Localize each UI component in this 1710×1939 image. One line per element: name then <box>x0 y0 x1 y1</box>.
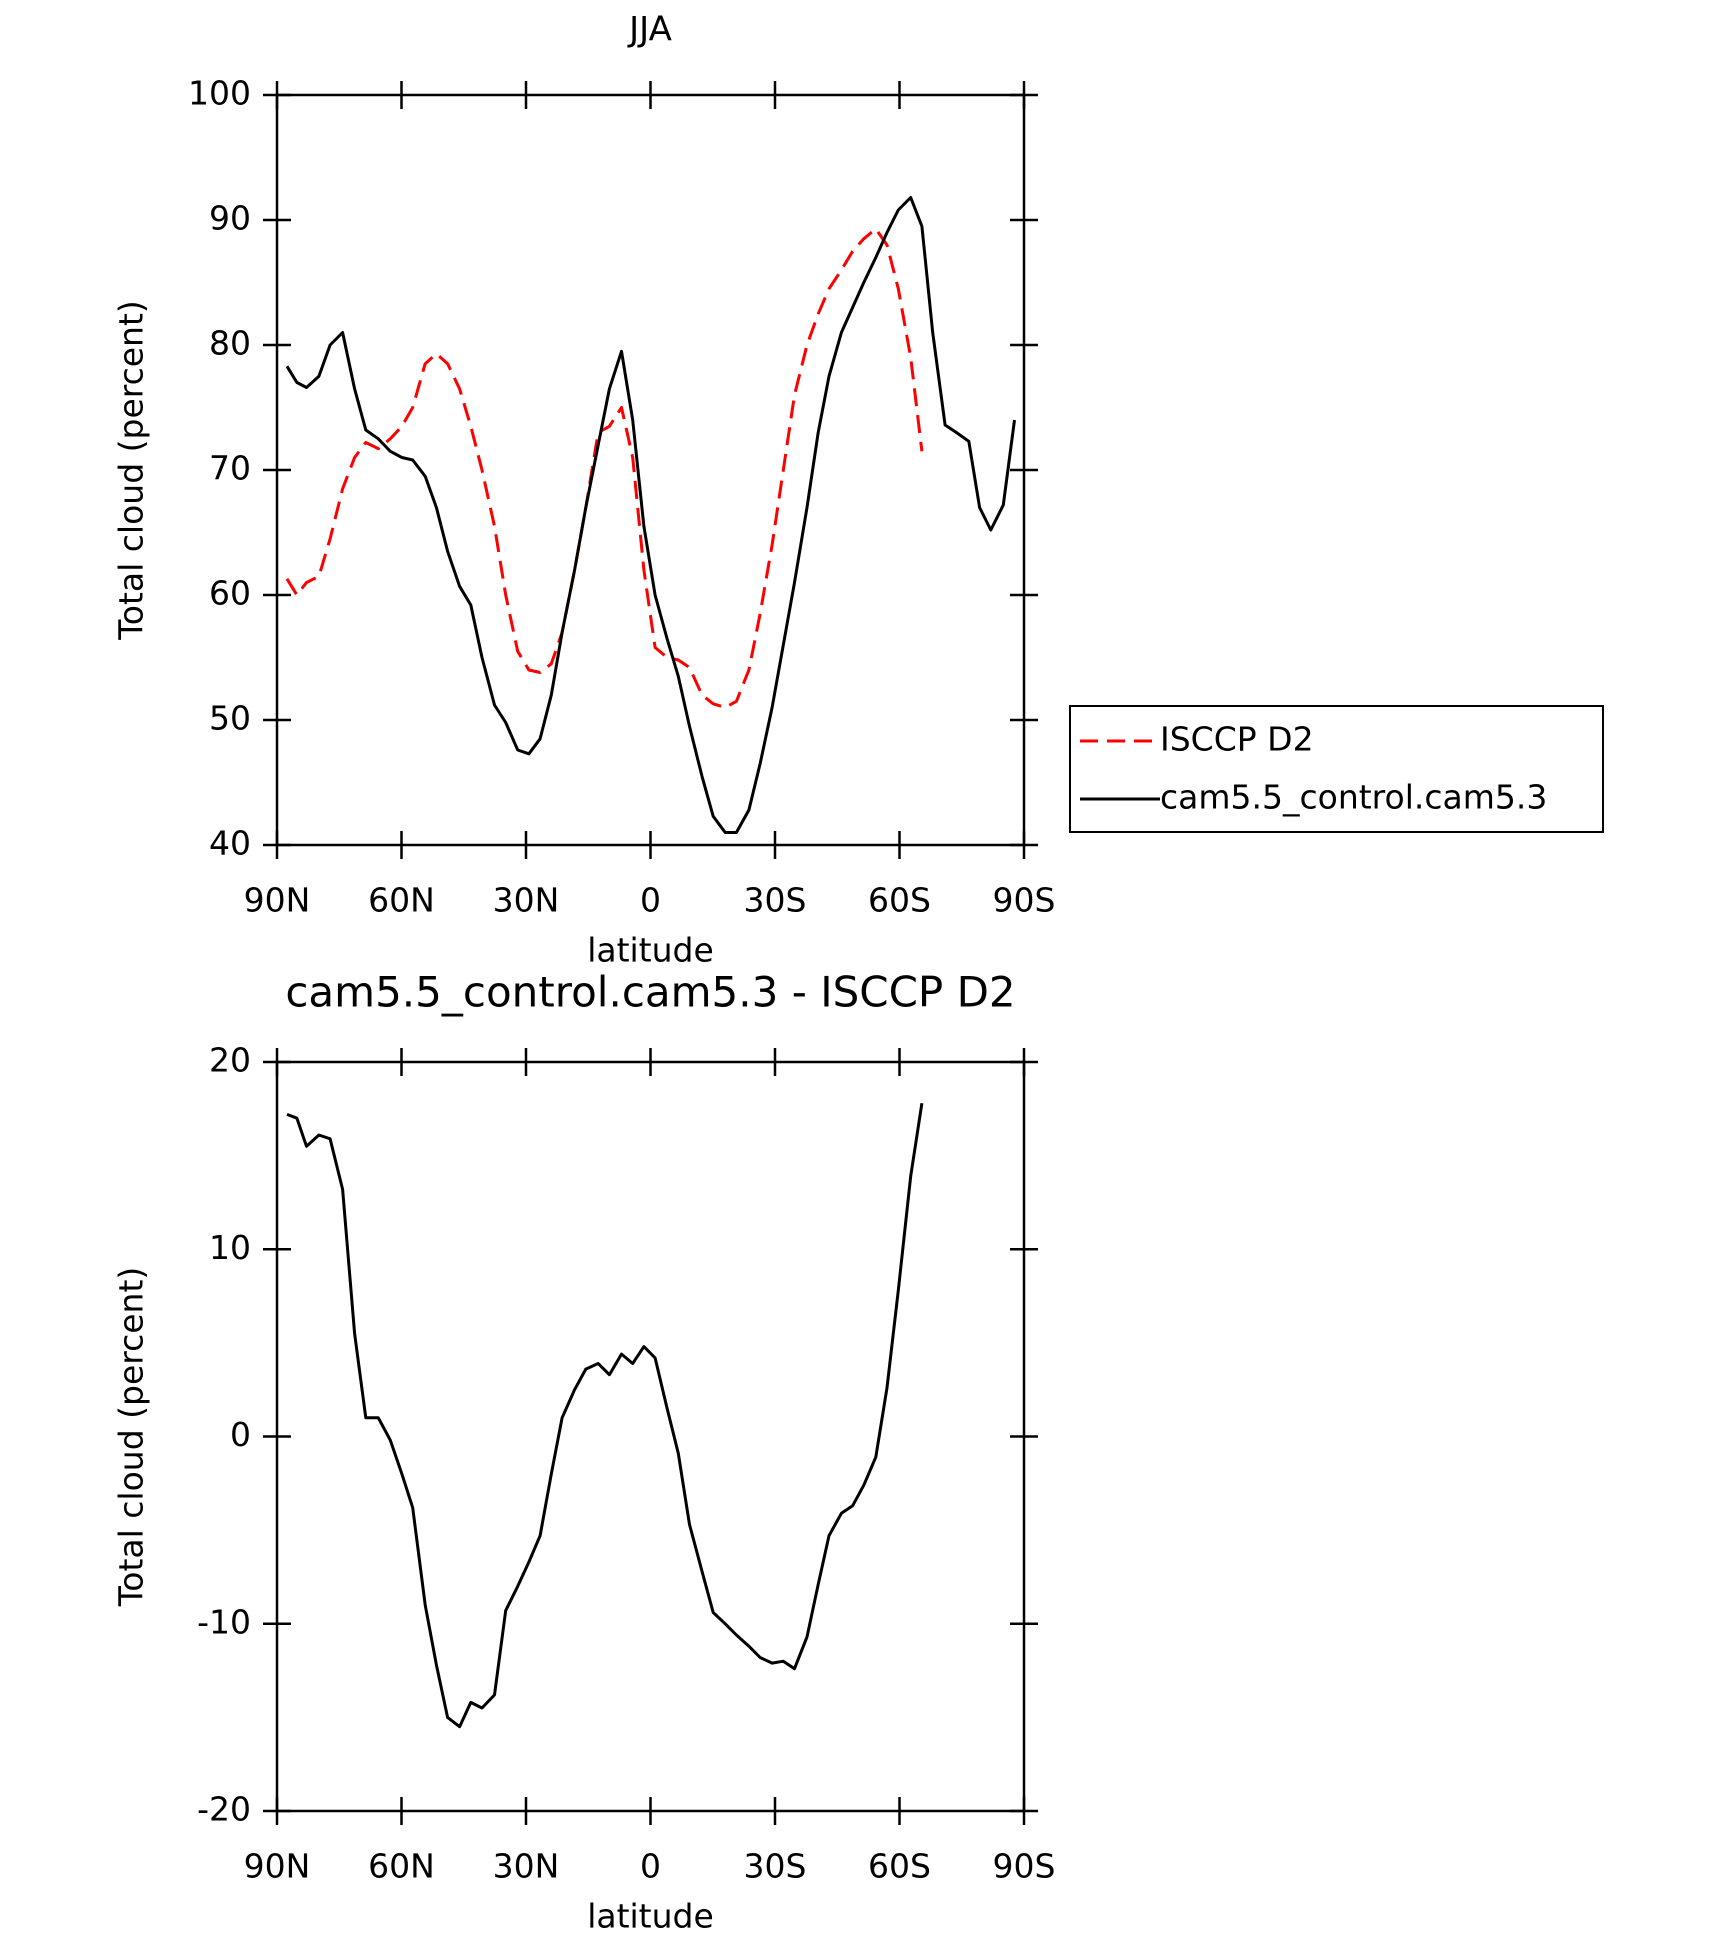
x-tick-label: 90S <box>993 881 1056 920</box>
data-line <box>286 1102 924 1729</box>
x-tick-label: 90N <box>244 881 311 920</box>
x-tick-label: 0 <box>640 881 661 920</box>
x-tick-label: 90N <box>244 1847 311 1886</box>
y-tick-label: 0 <box>230 1415 251 1454</box>
data-line <box>285 227 924 709</box>
y-tick-label: 60 <box>209 574 251 613</box>
chart-title: cam5.5_control.cam5.3 - ISCCP D2 <box>285 968 1015 1017</box>
y-tick-label: 50 <box>209 699 251 738</box>
y-tick-label: -20 <box>197 1790 251 1829</box>
y-axis-label: Total cloud (percent) <box>112 300 151 641</box>
chart-title: JJA <box>627 10 672 50</box>
legend-label: ISCCP D2 <box>1160 720 1314 759</box>
x-tick-label: 30S <box>744 1847 807 1886</box>
y-tick-label: 90 <box>209 199 251 238</box>
x-tick-label: 30N <box>493 1847 560 1886</box>
legend-label: cam5.5_control.cam5.3 <box>1160 778 1547 817</box>
y-tick-label: -10 <box>197 1602 251 1641</box>
x-tick-label: 0 <box>640 1847 661 1886</box>
y-tick-label: 100 <box>188 74 251 113</box>
y-tick-label: 40 <box>209 824 251 863</box>
x-tick-label: 30N <box>493 881 560 920</box>
y-tick-label: 70 <box>209 449 251 488</box>
x-axis-label: latitude <box>587 931 714 970</box>
plot-frame <box>275 93 1026 847</box>
y-tick-label: 10 <box>209 1228 251 1267</box>
data-line <box>285 196 1016 834</box>
x-axis-label: latitude <box>587 1897 714 1936</box>
x-tick-label: 60N <box>368 881 435 920</box>
x-tick-label: 60S <box>868 1847 931 1886</box>
y-axis-label: Total cloud (percent) <box>112 1267 151 1608</box>
y-tick-label: 20 <box>209 1041 251 1080</box>
legend-box <box>1069 705 1604 833</box>
x-tick-label: 60S <box>868 881 931 920</box>
x-tick-label: 60N <box>368 1847 435 1886</box>
y-tick-label: 80 <box>209 324 251 363</box>
x-tick-label: 30S <box>744 881 807 920</box>
x-tick-label: 90S <box>993 1847 1056 1886</box>
